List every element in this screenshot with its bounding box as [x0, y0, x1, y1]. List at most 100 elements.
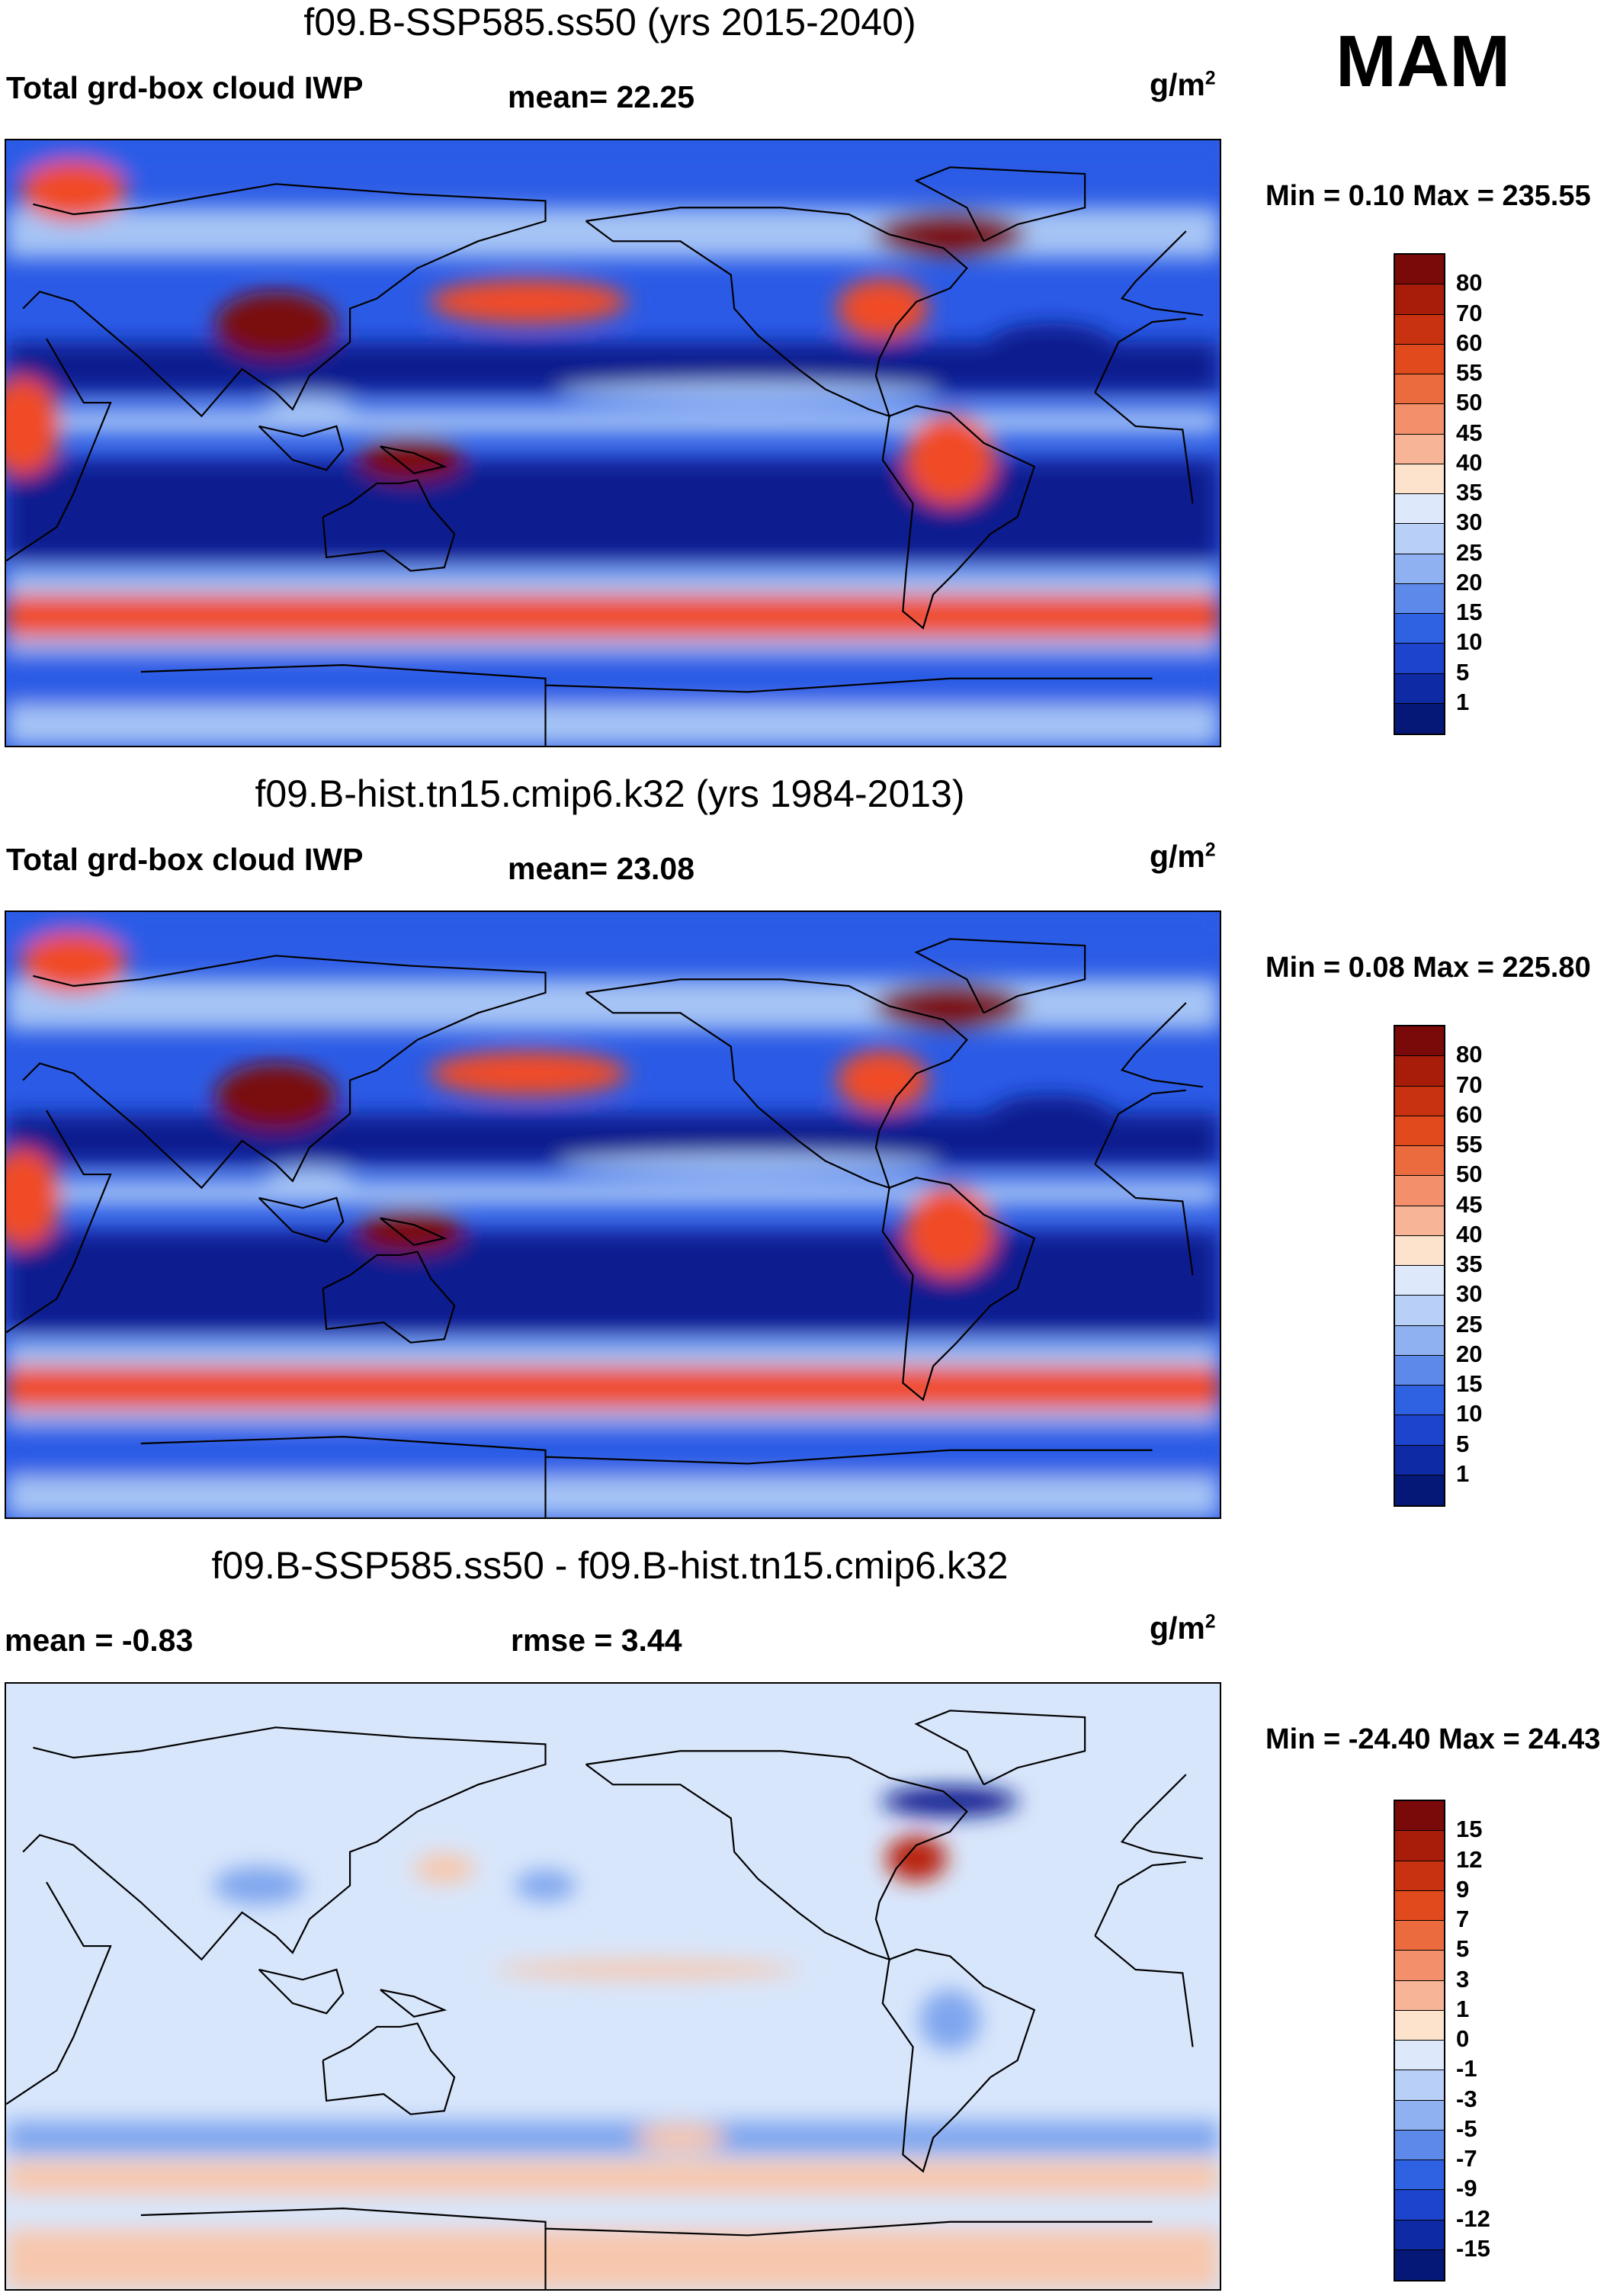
colorbar-segment	[1395, 1951, 1444, 1981]
colorbar-segment	[1395, 614, 1444, 644]
colorbar-tick-label: 25	[1456, 1310, 1483, 1337]
colorbar-segment	[1395, 673, 1444, 704]
field-blob	[494, 1960, 799, 1979]
coastline	[881, 1177, 1036, 1402]
coastline	[914, 1710, 1086, 1786]
field-band	[6, 705, 1220, 746]
coastline	[322, 1251, 456, 1344]
coastline	[140, 664, 1153, 746]
coastline	[22, 955, 1203, 1190]
colorbar-segment	[1395, 255, 1444, 285]
field-blob	[6, 1148, 61, 1248]
colorbar-segment	[1395, 1831, 1444, 1861]
field-band	[6, 2121, 1220, 2155]
colorbar-segment	[1395, 1235, 1444, 1266]
colorbar-tick-label: 30	[1456, 509, 1483, 536]
colorbar-tick-label: 50	[1456, 389, 1483, 416]
colorbar-tick-label: 25	[1456, 538, 1483, 566]
panel-3-map	[5, 1682, 1221, 2291]
colorbar-segment	[1395, 344, 1444, 374]
field-band	[6, 912, 1220, 946]
panel-1-min-max: Min = 0.10 Max = 235.55	[1265, 180, 1591, 212]
field-blob	[904, 1186, 996, 1277]
colorbar-tick-label: -3	[1456, 2085, 1477, 2112]
field-blob	[429, 278, 628, 325]
colorbar-tick-label: 20	[1456, 568, 1483, 596]
colorbar-segment	[1395, 1176, 1444, 1206]
colorbar-segment	[1395, 2100, 1444, 2131]
colorbar-segment	[1395, 2070, 1444, 2101]
colorbar-tick-label: 55	[1456, 1131, 1483, 1158]
panel-2-colorbar	[1394, 1025, 1445, 1507]
colorbar-segment	[1395, 1355, 1444, 1386]
coastline	[258, 425, 345, 471]
panel-1-title: f09.B-SSP585.ss50 (yrs 2015-2040)	[303, 1, 916, 43]
field-band	[6, 1366, 1220, 1410]
coastline	[881, 405, 1036, 630]
colorbar-tick-label: 5	[1456, 658, 1470, 686]
coastline	[585, 978, 968, 1190]
colorbar-tick-label: -7	[1456, 2145, 1477, 2172]
colorbar-segment	[1395, 1475, 1444, 1505]
field-blob	[213, 1866, 305, 1905]
field-blob	[836, 1049, 929, 1111]
field-band	[6, 2228, 1220, 2289]
panel-3-units: g/m2	[1150, 1610, 1216, 1646]
coastline	[6, 1861, 1194, 2105]
field-band	[6, 2195, 1220, 2229]
coastline	[258, 1968, 345, 2015]
field-blob	[121, 1259, 228, 1305]
field-band	[6, 1684, 1220, 1752]
colorbar-tick-label: -9	[1456, 2175, 1477, 2202]
colorbar-segment	[1395, 404, 1444, 435]
map-canvas	[6, 912, 1220, 1517]
coastline	[585, 207, 968, 418]
colorbar-segment	[1395, 434, 1444, 464]
colorbar-tick-label: 1	[1456, 1459, 1470, 1487]
colorbar-segment	[1395, 2249, 1444, 2280]
map-canvas	[6, 1684, 1220, 2289]
colorbar-segment	[1395, 1890, 1444, 1921]
colorbar-tick-label: 35	[1456, 1251, 1483, 1277]
coastline	[914, 938, 1086, 1014]
panel-1-colorbar	[1394, 253, 1445, 735]
coastline	[140, 2208, 1153, 2289]
map-canvas	[6, 140, 1220, 746]
panel-2-min-max: Min = 0.08 Max = 225.80	[1265, 952, 1591, 984]
field-blob	[836, 278, 929, 339]
coastline	[380, 1989, 447, 2018]
field-blob	[357, 437, 464, 483]
field-blob	[622, 470, 806, 517]
field-band	[6, 409, 1220, 433]
colorbar-segment	[1395, 644, 1444, 674]
colorbar-segment	[1395, 703, 1444, 734]
field-blob	[874, 983, 1026, 1029]
panel-2-units: g/m2	[1150, 839, 1216, 874]
colorbar-tick-label: 0	[1456, 2025, 1470, 2052]
panel-3-colorbar	[1394, 1800, 1445, 2282]
colorbar-segment	[1395, 583, 1444, 614]
colorbar-tick-label: 70	[1456, 1071, 1483, 1098]
field-band	[6, 637, 1220, 652]
colorbar-tick-label: 3	[1456, 1965, 1470, 1993]
coastline	[6, 1089, 1194, 1334]
field-blob	[214, 291, 337, 360]
coastline	[585, 1750, 968, 1961]
coastline	[22, 183, 1203, 418]
colorbar-tick-label: 60	[1456, 329, 1483, 356]
colorbar-tick-label: 7	[1456, 1906, 1470, 1932]
panel-1-mean-label: mean= 22.25	[508, 79, 695, 114]
panel-3-mean-label: mean = -0.83	[5, 1623, 194, 1658]
colorbar-tick-label: 15	[1456, 1816, 1483, 1843]
field-blob	[881, 1786, 1018, 1817]
colorbar-tick-label: 10	[1456, 628, 1483, 656]
colorbar-segment	[1395, 1980, 1444, 2011]
colorbar-segment	[1395, 1116, 1444, 1146]
field-band	[6, 1409, 1220, 1424]
field-band	[6, 1342, 1220, 1366]
colorbar-segment	[1395, 1026, 1444, 1057]
field-layer	[6, 140, 1220, 746]
coastline	[22, 1726, 1203, 1961]
colorbar-tick-label: 12	[1456, 1845, 1483, 1873]
field-band	[6, 1477, 1220, 1517]
